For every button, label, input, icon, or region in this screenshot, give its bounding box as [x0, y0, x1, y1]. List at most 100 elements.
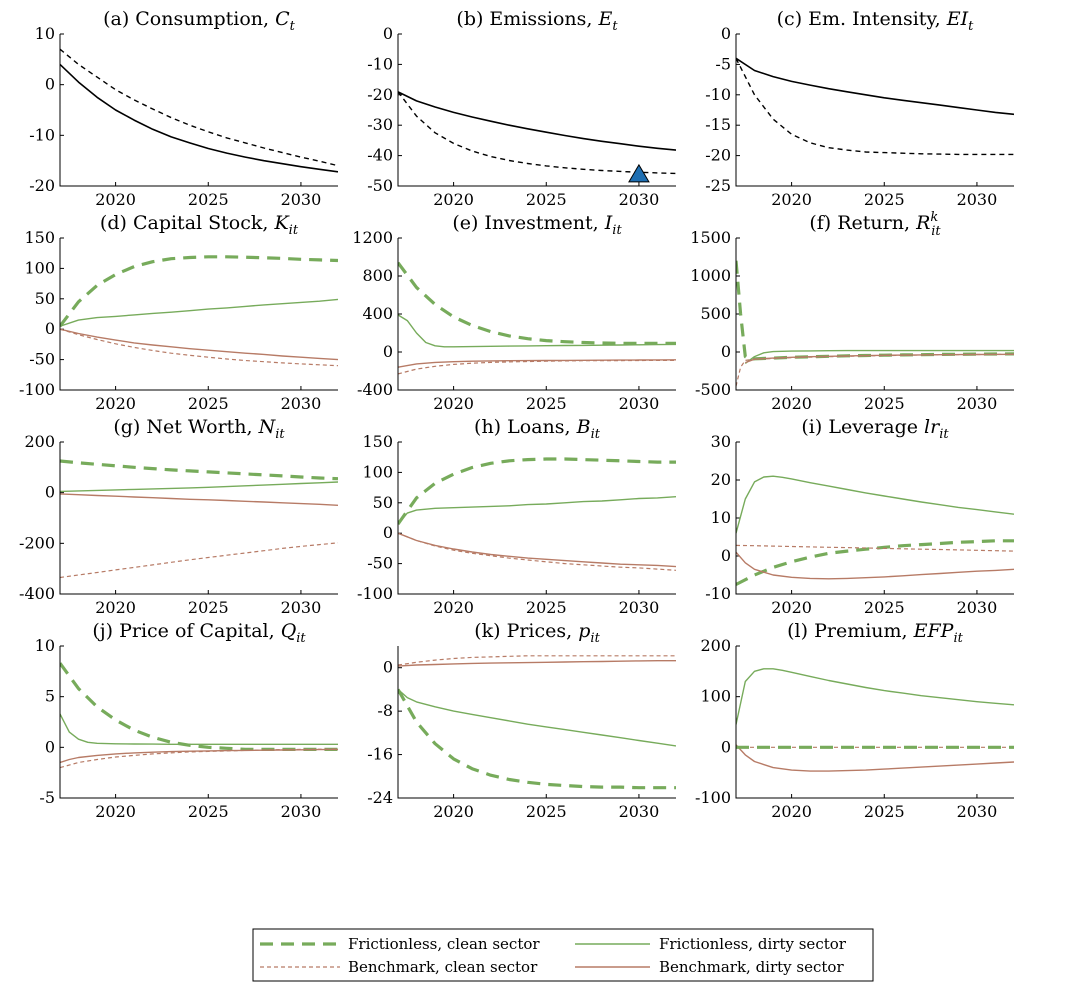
panel-title-var: B	[576, 416, 591, 438]
y-tick-label: -40	[367, 146, 393, 165]
series-line-bm-dirty	[736, 551, 1014, 580]
panel-title: (h) Loans, Bit	[474, 416, 601, 442]
x-tick-label: 2020	[771, 802, 812, 821]
y-tick-label: 0	[721, 546, 731, 565]
series-line-fl-clean	[398, 261, 676, 345]
series-line-bm-clean	[60, 328, 338, 367]
x-tick-label: 2025	[188, 802, 229, 821]
x-tick-label: 2020	[95, 598, 136, 617]
series-group	[398, 457, 676, 571]
series-line-bm-dirty	[60, 748, 338, 764]
legend-label-bm-clean: Benchmark, clean sector	[348, 958, 538, 976]
panel-title-text: (g) Net Worth,	[113, 416, 258, 438]
series-line-fl-clean	[60, 459, 338, 481]
panel-title-var: EI	[946, 8, 969, 30]
panel-title-sub: it	[931, 224, 941, 239]
x-tick-label: 2030	[957, 802, 998, 821]
series-group	[736, 260, 1014, 387]
y-tick-label: -200	[19, 533, 55, 552]
axes-frame	[59, 646, 338, 799]
y-tick-label: -5	[39, 788, 55, 807]
series-line-agg-dash	[736, 57, 1014, 156]
panel-k: (k) Prices, pit -24 -16 -8 0 2020 2025 2030	[367, 620, 676, 821]
panel-title-var: C	[275, 8, 290, 30]
x-tick-label: 2020	[433, 394, 474, 413]
panel-title-sub: it	[289, 223, 299, 238]
series-group	[736, 475, 1014, 586]
series-line-bm-clean	[736, 544, 1014, 552]
series-line-bm-dirty	[398, 359, 676, 368]
panel-title: (b) Emissions, Et	[456, 8, 618, 34]
x-tick-label: 2025	[864, 598, 905, 617]
x-tick-label: 2020	[771, 598, 812, 617]
panel-title: (a) Consumption, Ct	[103, 8, 296, 34]
series-line-agg-solid	[60, 63, 338, 173]
y-tick-label: 800	[362, 266, 393, 285]
series-line-fl-dirty	[60, 298, 338, 327]
y-tick-label: 0	[45, 319, 55, 338]
y-tick-label: 400	[362, 304, 393, 323]
y-tick-label: -24	[367, 788, 393, 807]
series-group	[60, 48, 338, 173]
panel-title-sub: t	[612, 19, 618, 34]
panel-title-var: E	[597, 8, 612, 30]
panel-a: (a) Consumption, Ct -20 -10 0 10 2020 2025 2030	[29, 8, 338, 209]
y-tick-label: 0	[45, 483, 55, 502]
y-tick-label: -400	[357, 380, 393, 399]
axes-frame	[397, 34, 676, 187]
x-tick-label: 2030	[281, 802, 322, 821]
legend-label-fl-clean: Frictionless, clean sector	[348, 935, 540, 953]
x-tick-label: 2020	[433, 802, 474, 821]
panel-title-var: R	[915, 212, 930, 234]
panel-f: (f) Return, Rk it -500 0 500 1000 1500 2020 2025…	[690, 210, 1014, 413]
series-line-fl-clean	[736, 260, 1014, 362]
series-line-bm-clean	[60, 542, 338, 579]
x-tick-label: 2025	[188, 394, 229, 413]
panel-title-text: (d) Capital Stock,	[100, 212, 275, 234]
series-line-fl-clean	[60, 662, 338, 751]
y-tick-label: 1500	[690, 228, 731, 247]
y-tick-label: -50	[29, 350, 55, 369]
x-tick-label: 2025	[864, 190, 905, 209]
x-tick-label: 2030	[281, 598, 322, 617]
y-tick-label: 0	[383, 658, 393, 677]
series-group	[398, 655, 676, 790]
series-line-bm-clean	[398, 532, 676, 571]
y-tick-label: 0	[383, 342, 393, 361]
series-line-agg-dash	[398, 91, 676, 175]
series-group	[398, 91, 676, 175]
y-tick-label: -10	[705, 584, 731, 603]
triangle-marker	[628, 163, 650, 183]
y-tick-label: -10	[29, 125, 55, 144]
panel-title-sub: it	[591, 427, 601, 442]
x-tick-label: 2025	[526, 394, 567, 413]
series-line-bm-dirty	[745, 353, 1014, 364]
y-tick-label: 10	[711, 508, 731, 527]
panel-j: (j) Price of Capital, Qit -5 0 5 10 2020 2025 2…	[35, 620, 338, 821]
x-tick-label: 2025	[526, 802, 567, 821]
axes-frame	[59, 442, 338, 595]
y-tick-label: -20	[367, 85, 393, 104]
panel-title: (d) Capital Stock, Kit	[100, 212, 299, 238]
series-line-fl-clean	[60, 255, 338, 328]
series-line-fl-dirty	[398, 496, 676, 525]
y-tick-label: 100	[362, 462, 393, 481]
panel-b: (b) Emissions, Et -50 -40 -30 -20 -10 0 2020 202…	[367, 8, 676, 209]
axes-frame	[397, 646, 676, 799]
panel-title-text: (j) Price of Capital,	[92, 620, 280, 642]
x-tick-label: 2020	[95, 802, 136, 821]
panel-title-sub: it	[275, 427, 285, 442]
x-tick-label: 2030	[957, 394, 998, 413]
y-tick-label: -15	[705, 115, 731, 134]
series-group	[60, 662, 338, 769]
series-group	[736, 668, 1014, 772]
x-tick-label: 2030	[619, 190, 660, 209]
x-tick-label: 2025	[526, 190, 567, 209]
panel-title: (l) Premium, EFPit	[787, 620, 963, 646]
legend-box	[252, 928, 874, 982]
panel-h: (h) Loans, Bit -100 -50 0 50 100 150 2020 2025 20…	[357, 416, 676, 617]
series-group	[60, 255, 338, 367]
x-tick-label: 2030	[957, 190, 998, 209]
